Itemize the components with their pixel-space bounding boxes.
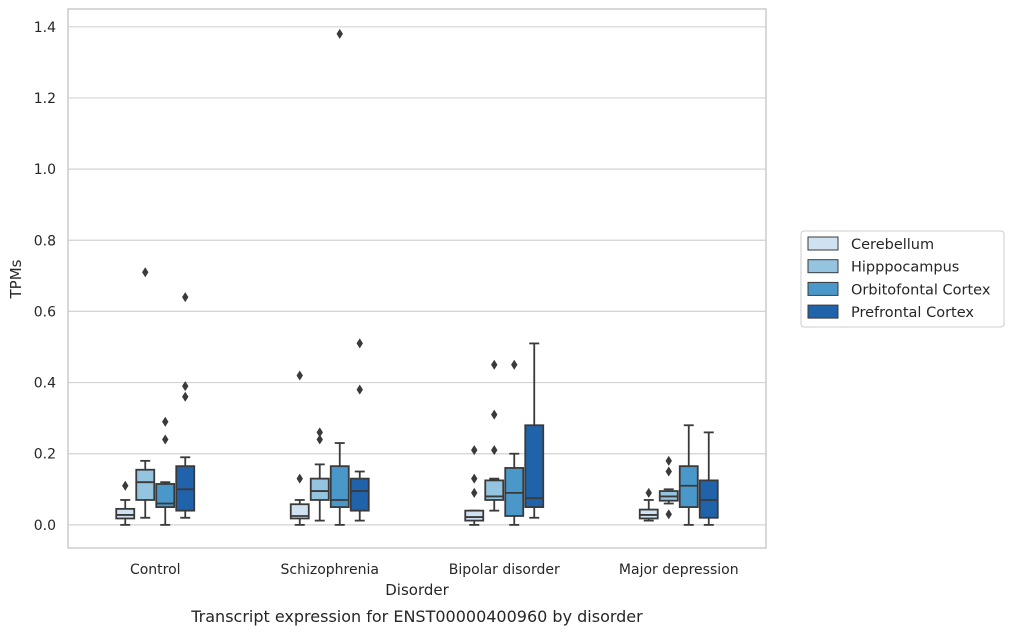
box-group bbox=[155, 416, 176, 526]
box-group bbox=[638, 487, 659, 522]
outlier-point bbox=[296, 473, 303, 484]
outlier-point bbox=[182, 381, 189, 392]
outlier-point bbox=[296, 370, 303, 381]
x-tick-label: Major depression bbox=[619, 562, 739, 578]
y-tick-label: 1.0 bbox=[34, 162, 56, 178]
outlier-point bbox=[665, 509, 672, 520]
box-iqr bbox=[135, 468, 156, 501]
outlier-point bbox=[316, 434, 323, 445]
box-iqr bbox=[155, 483, 176, 508]
box-group bbox=[135, 267, 156, 519]
legend-swatch bbox=[807, 259, 839, 274]
box-group bbox=[504, 359, 525, 526]
legend: Cerebellum Hipppocampus Orbitofontal Corte… bbox=[800, 230, 1005, 328]
legend-swatch bbox=[807, 304, 839, 319]
outlier-point bbox=[182, 391, 189, 402]
legend-label: Hipppocampus bbox=[851, 260, 959, 276]
box-iqr bbox=[329, 465, 350, 508]
outlier-point bbox=[336, 28, 343, 39]
outlier-point bbox=[471, 487, 478, 498]
y-tick-label: 0.6 bbox=[34, 304, 56, 320]
box-group bbox=[309, 427, 330, 522]
box-iqr bbox=[349, 477, 370, 512]
box-group bbox=[329, 28, 350, 526]
box-iqr bbox=[115, 507, 136, 520]
outlier-point bbox=[356, 338, 363, 349]
outlier-point bbox=[182, 292, 189, 303]
outlier-point bbox=[162, 434, 169, 445]
box-group bbox=[349, 338, 370, 522]
outlier-point bbox=[471, 473, 478, 484]
legend-label: Cerebellum bbox=[851, 237, 934, 253]
box-group bbox=[289, 370, 310, 526]
outlier-point bbox=[665, 466, 672, 477]
outlier-point bbox=[122, 480, 129, 491]
x-tick-label: Schizophrenia bbox=[281, 562, 379, 578]
box-group bbox=[115, 480, 136, 526]
y-tick-label: 0.0 bbox=[34, 518, 56, 534]
box-iqr bbox=[484, 479, 505, 501]
x-tick-label: Bipolar disorder bbox=[449, 562, 560, 578]
box-group bbox=[175, 292, 196, 519]
outlier-point bbox=[491, 359, 498, 370]
x-tick-label: Control bbox=[130, 562, 181, 578]
box-iqr bbox=[309, 477, 330, 501]
outlier-point bbox=[316, 427, 323, 438]
legend-swatch bbox=[807, 281, 839, 296]
y-tick-label: 0.8 bbox=[34, 233, 56, 249]
legend-frame bbox=[800, 230, 1005, 328]
box-group bbox=[484, 359, 505, 512]
outlier-point bbox=[665, 455, 672, 466]
outlier-point bbox=[471, 445, 478, 456]
box-iqr bbox=[289, 503, 310, 520]
outlier-point bbox=[645, 487, 652, 498]
legend-label: Orbitofontal Cortex bbox=[851, 282, 991, 298]
box-group bbox=[698, 431, 719, 526]
y-tick-label: 1.2 bbox=[34, 91, 56, 107]
outlier-point bbox=[491, 445, 498, 456]
outlier-point bbox=[162, 416, 169, 427]
x-tick-labels: Control Schizophrenia Bipolar disorder Majo… bbox=[130, 562, 739, 578]
outlier-point bbox=[142, 267, 149, 278]
chart-caption: Transcript expression for ENST0000040096… bbox=[190, 607, 643, 626]
y-tick-labels: 0.0 0.2 0.4 0.6 0.8 1.0 1.2 1.4 bbox=[34, 20, 56, 534]
box-iqr bbox=[524, 424, 545, 508]
y-tick-label: 0.4 bbox=[34, 376, 56, 392]
y-tick-label: 1.4 bbox=[34, 20, 56, 36]
outlier-point bbox=[491, 409, 498, 420]
plot-marks bbox=[115, 28, 719, 526]
outlier-point bbox=[356, 384, 363, 395]
box-group bbox=[524, 342, 545, 519]
x-axis-title: Disorder bbox=[385, 581, 449, 599]
legend-swatch bbox=[807, 236, 839, 251]
box-group bbox=[658, 455, 679, 520]
legend-label: Prefrontal Cortex bbox=[851, 305, 974, 321]
box-group bbox=[678, 424, 699, 526]
y-axis-title: TPMs bbox=[7, 259, 25, 299]
y-tick-label: 0.2 bbox=[34, 447, 56, 463]
plot-frame bbox=[67, 8, 767, 549]
box-group bbox=[464, 445, 485, 526]
box-iqr bbox=[464, 509, 485, 522]
outlier-point bbox=[511, 359, 518, 370]
grid-lines bbox=[68, 26, 766, 526]
